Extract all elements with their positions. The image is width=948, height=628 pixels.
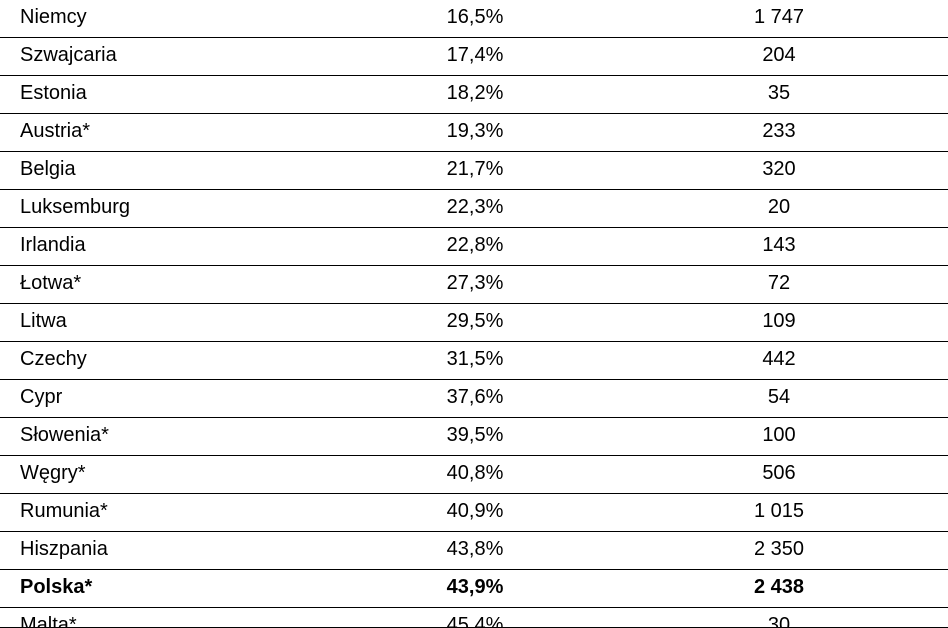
cell-percent: 31,5% — [340, 342, 610, 379]
table-row: Litwa 29,5% 109 — [0, 304, 948, 342]
table-row: Szwajcaria 17,4% 204 — [0, 38, 948, 76]
cell-country: Hiszpania — [0, 532, 340, 569]
table-row: Łotwa* 27,3% 72 — [0, 266, 948, 304]
cell-percent: 27,3% — [340, 266, 610, 303]
table-row: Słowenia* 39,5% 100 — [0, 418, 948, 456]
table-row: Luksemburg 22,3% 20 — [0, 190, 948, 228]
cell-country: Estonia — [0, 76, 340, 113]
table-row: Rumunia* 40,9% 1 015 — [0, 494, 948, 532]
cell-value: 2 350 — [610, 532, 948, 569]
cell-country: Belgia — [0, 152, 340, 189]
cell-country: Austria* — [0, 114, 340, 151]
cell-country: Polska* — [0, 570, 340, 607]
cell-percent: 39,5% — [340, 418, 610, 455]
cell-country: Niemcy — [0, 0, 340, 37]
table-row-highlight: Polska* 43,9% 2 438 — [0, 570, 948, 608]
cell-country: Rumunia* — [0, 494, 340, 531]
cell-value: 204 — [610, 38, 948, 75]
cell-percent: 16,5% — [340, 0, 610, 37]
cell-percent: 43,8% — [340, 532, 610, 569]
cell-percent: 22,3% — [340, 190, 610, 227]
cell-value: 320 — [610, 152, 948, 189]
cell-value: 2 438 — [610, 570, 948, 607]
cell-percent: 37,6% — [340, 380, 610, 417]
cell-value: 233 — [610, 114, 948, 151]
cell-country: Szwajcaria — [0, 38, 340, 75]
cell-value: 109 — [610, 304, 948, 341]
cell-percent: 29,5% — [340, 304, 610, 341]
cell-country: Cypr — [0, 380, 340, 417]
cell-percent: 21,7% — [340, 152, 610, 189]
cell-percent: 40,8% — [340, 456, 610, 493]
cell-value: 506 — [610, 456, 948, 493]
cell-value: 1 747 — [610, 0, 948, 37]
cell-country: Luksemburg — [0, 190, 340, 227]
cell-percent: 45,4% — [340, 608, 610, 627]
cell-value: 442 — [610, 342, 948, 379]
cell-percent: 22,8% — [340, 228, 610, 265]
cell-value: 143 — [610, 228, 948, 265]
data-table: Niemcy 16,5% 1 747 Szwajcaria 17,4% 204 … — [0, 0, 948, 628]
table-row-cutoff: Malta* 45,4% 30 — [0, 608, 948, 628]
table-row: Węgry* 40,8% 506 — [0, 456, 948, 494]
cell-country: Litwa — [0, 304, 340, 341]
cell-country: Łotwa* — [0, 266, 340, 303]
cell-percent: 18,2% — [340, 76, 610, 113]
table-row: Czechy 31,5% 442 — [0, 342, 948, 380]
table-row: Hiszpania 43,8% 2 350 — [0, 532, 948, 570]
cell-percent: 40,9% — [340, 494, 610, 531]
cell-percent: 19,3% — [340, 114, 610, 151]
cell-value: 20 — [610, 190, 948, 227]
cell-country: Węgry* — [0, 456, 340, 493]
cell-percent: 43,9% — [340, 570, 610, 607]
cell-value: 35 — [610, 76, 948, 113]
cell-country: Malta* — [0, 608, 340, 627]
table-row: Irlandia 22,8% 143 — [0, 228, 948, 266]
cell-country: Irlandia — [0, 228, 340, 265]
cell-percent: 17,4% — [340, 38, 610, 75]
cell-value: 1 015 — [610, 494, 948, 531]
table-row: Estonia 18,2% 35 — [0, 76, 948, 114]
cell-country: Słowenia* — [0, 418, 340, 455]
table-row: Austria* 19,3% 233 — [0, 114, 948, 152]
cell-value: 100 — [610, 418, 948, 455]
table-row: Cypr 37,6% 54 — [0, 380, 948, 418]
cell-country: Czechy — [0, 342, 340, 379]
table-row: Belgia 21,7% 320 — [0, 152, 948, 190]
table-row: Niemcy 16,5% 1 747 — [0, 0, 948, 38]
cell-value: 72 — [610, 266, 948, 303]
cell-value: 30 — [610, 608, 948, 627]
cell-value: 54 — [610, 380, 948, 417]
